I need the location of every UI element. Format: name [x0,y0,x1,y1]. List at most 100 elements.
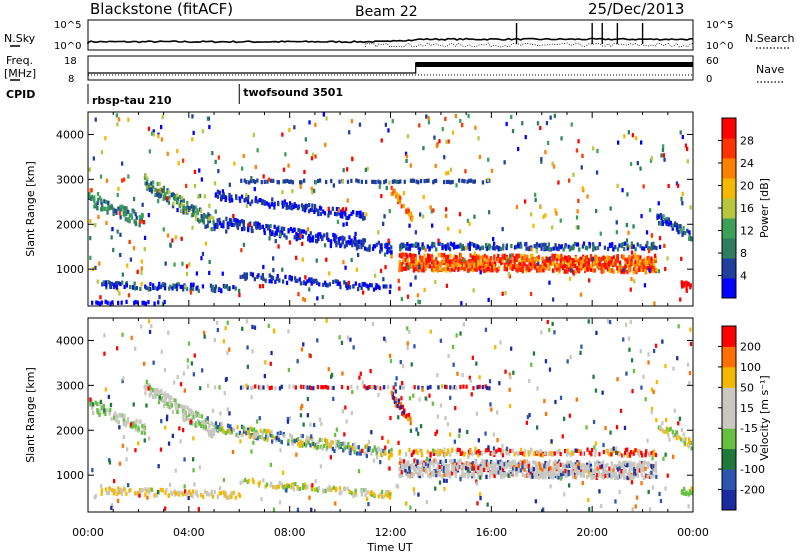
echo-cell [498,246,501,251]
echo-cell [429,329,432,334]
echo-cell [130,215,133,220]
echo-cell [156,192,159,197]
echo-cell [451,344,455,349]
echo-cell [458,258,462,263]
echo-cell [412,487,415,492]
echo-cell [216,425,220,430]
echo-cell [529,450,532,455]
echo-cell [192,468,195,473]
echo-cell [509,253,512,258]
date-title: 25/Dec/2013 [588,0,684,18]
echo-cell [276,431,279,436]
echo-cell [617,140,620,145]
echo-cell [682,226,685,231]
echo-cell [269,361,272,366]
echo-cell [321,237,324,242]
echo-cell [444,116,447,121]
echo-cell [484,263,488,268]
echo-cell [519,468,523,473]
echo-cell [352,210,355,215]
echo-cell [216,189,219,194]
echo-cell [642,374,645,379]
echo-cell [182,205,185,210]
echo-cell [407,212,410,217]
echo-cell [149,287,152,292]
echo-cell [632,261,635,266]
echo-cell [322,112,325,117]
echo-cell [180,490,183,495]
echo-cell [606,262,609,267]
echo-cell [364,487,367,493]
echo-cell [277,202,280,207]
echo-cell [488,244,492,249]
echo-cell [650,258,653,263]
echo-cell [610,466,613,471]
echo-cell [663,218,667,223]
echo-cell [300,180,303,185]
echo-cell [675,181,679,186]
echo-cell [490,256,493,261]
echo-cell [399,385,402,390]
echo-cell [376,447,379,452]
echo-cell [187,495,190,501]
echo-cell [669,426,672,431]
echo-cell [162,403,166,408]
echo-cell [464,260,467,265]
echo-cell [436,261,439,266]
echo-cell [622,255,625,260]
echo-cell [271,197,274,202]
echo-cell [503,267,506,272]
echo-cell [198,413,201,419]
echo-cell [455,465,458,470]
echo-cell [292,484,295,489]
echo-cell [549,115,552,120]
echo-cell [182,210,185,215]
echo-cell [272,485,275,490]
echo-cell [389,415,392,421]
echo-cell [584,266,587,271]
echo-cell [648,246,651,251]
echo-cell [429,205,432,210]
echo-cell [121,379,124,384]
echo-cell [527,259,530,264]
echo-cell [431,401,434,406]
echo-cell [441,246,444,251]
echo-cell [652,473,655,478]
echo-cell [417,471,420,476]
echo-cell [614,473,618,478]
echo-cell [168,286,171,291]
echo-cell [286,419,290,424]
echo-cell [379,249,382,254]
echo-cell [486,177,490,182]
echo-cell [629,464,632,469]
echo-cell [441,243,444,248]
echo-cell [655,380,658,385]
echo-cell [183,409,186,415]
echo-cell [183,388,186,393]
echo-cell [451,264,454,269]
echo-cell [427,253,430,258]
echo-cell [495,470,498,475]
echo-cell [444,244,447,249]
echo-cell [435,247,438,252]
echo-cell [645,243,648,248]
echo-cell [159,487,162,492]
echo-cell [488,262,492,267]
echo-cell [106,408,109,413]
echo-cell [343,441,346,447]
echo-cell [264,360,267,365]
echo-cell [346,335,349,340]
echo-cell [206,428,210,433]
echo-cell [459,118,462,124]
echo-cell [644,466,647,471]
echo-cell [152,180,155,185]
echo-cell [414,241,418,246]
echo-cell [145,403,148,408]
echo-cell [145,488,149,494]
echo-cell [543,398,546,404]
echo-cell [130,213,133,218]
echo-cell [402,252,405,257]
echo-cell [305,204,309,209]
echo-cell [404,452,408,457]
echo-cell [341,240,345,245]
